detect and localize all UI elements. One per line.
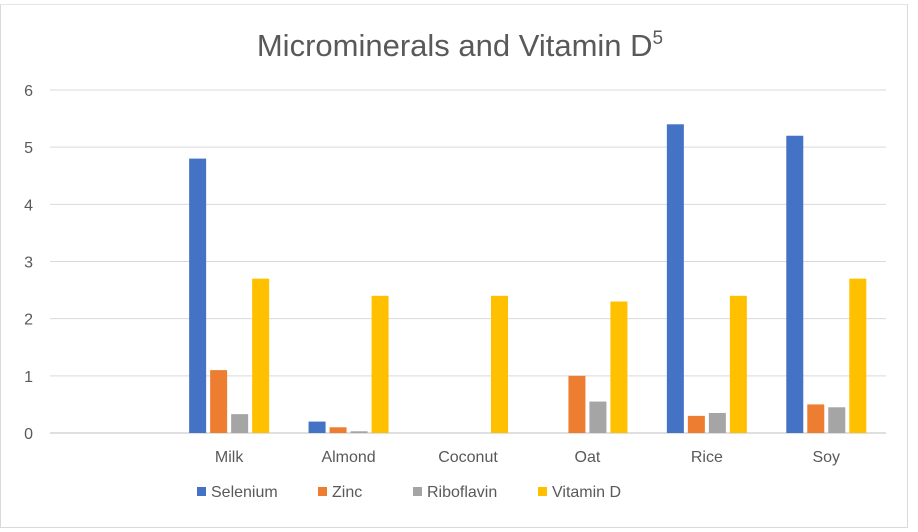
bar-vitamin-d (491, 295, 508, 433)
y-tick-label: 2 (24, 312, 33, 329)
y-tick-label: 3 (24, 255, 33, 272)
x-tick-label: Rice (691, 449, 723, 466)
bar-selenium (666, 124, 684, 434)
bar-zinc (807, 404, 825, 433)
bar-zinc (329, 427, 347, 433)
y-tick-label: 1 (24, 369, 33, 386)
bar-zinc (687, 415, 705, 433)
legend-swatch (538, 487, 547, 496)
y-tick-label: 6 (24, 83, 33, 100)
bar-vitamin-d (849, 278, 867, 433)
bar-riboflavin (708, 412, 726, 433)
bar-vitamin-d (252, 278, 270, 433)
bar-zinc (210, 370, 228, 433)
bar-selenium (786, 135, 804, 433)
x-tick-label: Soy (812, 449, 840, 466)
legend-label: Riboflavin (427, 484, 497, 501)
bar-vitamin-d (610, 301, 628, 433)
bar-selenium (189, 158, 207, 433)
x-tick-label: Coconut (438, 449, 498, 466)
x-tick-label: Almond (321, 449, 375, 466)
bar-selenium (308, 421, 326, 433)
y-tick-label: 5 (24, 140, 33, 157)
bar-riboflavin (589, 401, 607, 433)
bar-vitamin-d (371, 295, 389, 433)
x-tick-label: Oat (575, 449, 601, 466)
x-tick-label: Milk (215, 449, 244, 466)
bar-vitamin-d (729, 295, 747, 433)
bar-riboflavin (350, 431, 368, 433)
legend-swatch (413, 487, 422, 496)
bar-riboflavin (828, 407, 846, 433)
y-tick-label: 0 (24, 426, 33, 443)
chart-title: Microminerals and Vitamin D5 (257, 28, 663, 63)
legend-label: Selenium (211, 484, 278, 501)
chart-area (0, 4, 908, 528)
title-superscript: 5 (653, 28, 664, 49)
legend-label: Vitamin D (552, 484, 621, 501)
bar-zinc (568, 375, 586, 433)
legend-swatch (197, 487, 206, 496)
y-tick-label: 4 (24, 197, 33, 214)
legend-swatch (318, 487, 327, 496)
legend-label: Zinc (332, 484, 362, 501)
bar-riboflavin (231, 414, 249, 433)
